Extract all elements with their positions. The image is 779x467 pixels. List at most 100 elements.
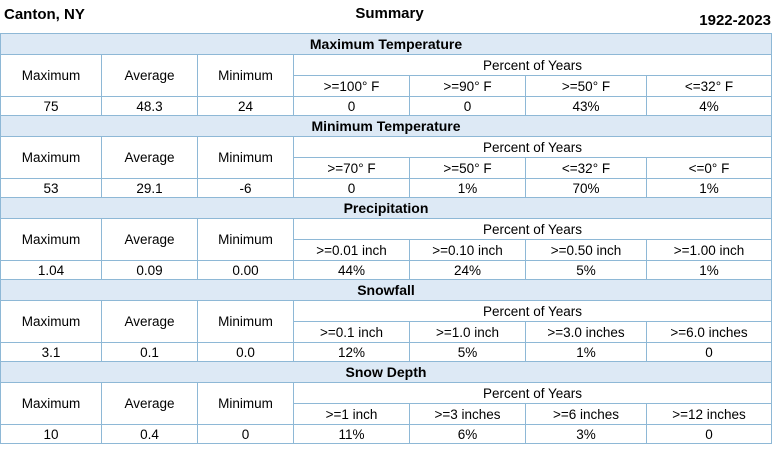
minimum-label: Minimum: [197, 54, 294, 97]
percent-value: 1%: [409, 178, 526, 198]
percent-value: 0: [293, 96, 410, 116]
threshold-row: >=1 inch >=3 inches >=6 inches >=12 inches: [1, 403, 772, 425]
threshold-row: >=0.01 inch >=0.10 inch >=0.50 inch >=1.00 …: [1, 239, 772, 261]
threshold-label: >=1 inch: [293, 403, 410, 425]
average-value: 48.3: [101, 96, 198, 116]
minimum-value: -6: [197, 178, 294, 198]
section-header-row: Snowfall: [0, 279, 772, 301]
value-row: 3.1 0.1 0.0 12% 5% 1% 0: [0, 342, 772, 362]
threshold-label: >=6 inches: [525, 403, 647, 425]
section-header-row: Snow Depth: [0, 361, 772, 383]
average-value: 0.4: [101, 424, 198, 444]
percent-value: 1%: [646, 260, 772, 280]
section-title: Maximum Temperature: [0, 33, 772, 55]
section-header-row: Maximum Temperature: [0, 33, 772, 55]
threshold-label: <=0° F: [646, 157, 772, 179]
percent-value: 0: [409, 96, 526, 116]
average-value: 29.1: [101, 178, 198, 198]
section-title: Snowfall: [0, 279, 772, 301]
threshold-label: >=6.0 inches: [646, 321, 772, 343]
percent-value: 11%: [293, 424, 410, 444]
minimum-label: Minimum: [197, 136, 294, 179]
summary-header: Canton, NY Summary 1922-2023: [0, 0, 779, 33]
maximum-value: 3.1: [0, 342, 102, 362]
threshold-label: >=50° F: [525, 75, 647, 97]
label-row: Maximum Average Minimum Percent of Years: [0, 300, 772, 343]
minimum-label: Minimum: [197, 218, 294, 261]
maximum-label: Maximum: [0, 218, 102, 261]
threshold-label: >=1.0 inch: [409, 321, 526, 343]
threshold-label: >=1.00 inch: [646, 239, 772, 261]
percent-value: 70%: [525, 178, 647, 198]
average-label: Average: [101, 54, 198, 97]
percent-value: 24%: [409, 260, 526, 280]
maximum-label: Maximum: [0, 136, 102, 179]
minimum-value: 24: [197, 96, 294, 116]
percent-value: 5%: [525, 260, 647, 280]
label-row: Maximum Average Minimum Percent of Years: [0, 382, 772, 425]
maximum-label: Maximum: [0, 382, 102, 425]
threshold-label: >=3.0 inches: [525, 321, 647, 343]
threshold-label: >=0.10 inch: [409, 239, 526, 261]
percent-value: 0: [646, 424, 772, 444]
section-title: Snow Depth: [0, 361, 772, 383]
percent-value: 1%: [525, 342, 647, 362]
threshold-row: >=0.1 inch >=1.0 inch >=3.0 inches >=6.0 in…: [1, 321, 772, 343]
section-header-row: Precipitation: [0, 197, 772, 219]
average-label: Average: [101, 382, 198, 425]
average-label: Average: [101, 136, 198, 179]
year-range: 1922-2023: [699, 12, 771, 29]
percent-value: 3%: [525, 424, 647, 444]
percent-of-years-label: Percent of Years: [293, 300, 772, 322]
maximum-value: 53: [0, 178, 102, 198]
percent-of-years-label: Percent of Years: [293, 218, 772, 240]
threshold-label: >=100° F: [293, 75, 410, 97]
section-title: Minimum Temperature: [0, 115, 772, 137]
maximum-value: 75: [0, 96, 102, 116]
summary-table: Maximum Temperature Maximum Average Minimum…: [0, 33, 772, 444]
minimum-value: 0: [197, 424, 294, 444]
maximum-label: Maximum: [0, 54, 102, 97]
label-row: Maximum Average Minimum Percent of Years: [0, 54, 772, 97]
threshold-label: >=0.50 inch: [525, 239, 647, 261]
value-row: 53 29.1 -6 0 1% 70% 1%: [0, 178, 772, 198]
threshold-label: >=90° F: [409, 75, 526, 97]
threshold-label: <=32° F: [646, 75, 772, 97]
threshold-label: >=0.01 inch: [293, 239, 410, 261]
threshold-label: >=70° F: [293, 157, 410, 179]
threshold-label: >=12 inches: [646, 403, 772, 425]
percent-of-years-label: Percent of Years: [293, 382, 772, 404]
value-row: 1.04 0.09 0.00 44% 24% 5% 1%: [0, 260, 772, 280]
value-row: 75 48.3 24 0 0 43% 4%: [0, 96, 772, 116]
average-value: 0.1: [101, 342, 198, 362]
percent-value: 0: [293, 178, 410, 198]
average-label: Average: [101, 218, 198, 261]
average-value: 0.09: [101, 260, 198, 280]
minimum-value: 0.00: [197, 260, 294, 280]
threshold-label: >=0.1 inch: [293, 321, 410, 343]
average-label: Average: [101, 300, 198, 343]
percent-value: 12%: [293, 342, 410, 362]
label-row: Maximum Average Minimum Percent of Years: [0, 218, 772, 261]
section-title: Precipitation: [0, 197, 772, 219]
maximum-value: 10: [0, 424, 102, 444]
percent-value: 6%: [409, 424, 526, 444]
percent-value: 44%: [293, 260, 410, 280]
percent-of-years-label: Percent of Years: [293, 136, 772, 158]
label-row: Maximum Average Minimum Percent of Years: [0, 136, 772, 179]
maximum-value: 1.04: [0, 260, 102, 280]
percent-of-years-label: Percent of Years: [293, 54, 772, 76]
threshold-label: >=50° F: [409, 157, 526, 179]
percent-value: 1%: [646, 178, 772, 198]
threshold-label: <=32° F: [525, 157, 647, 179]
threshold-label: >=3 inches: [409, 403, 526, 425]
percent-value: 43%: [525, 96, 647, 116]
location-title: Canton, NY: [4, 6, 85, 23]
maximum-label: Maximum: [0, 300, 102, 343]
minimum-value: 0.0: [197, 342, 294, 362]
percent-value: 5%: [409, 342, 526, 362]
page-title: Summary: [355, 5, 424, 22]
threshold-row: >=100° F >=90° F >=50° F <=32° F: [1, 75, 772, 97]
percent-value: 0: [646, 342, 772, 362]
percent-value: 4%: [646, 96, 772, 116]
